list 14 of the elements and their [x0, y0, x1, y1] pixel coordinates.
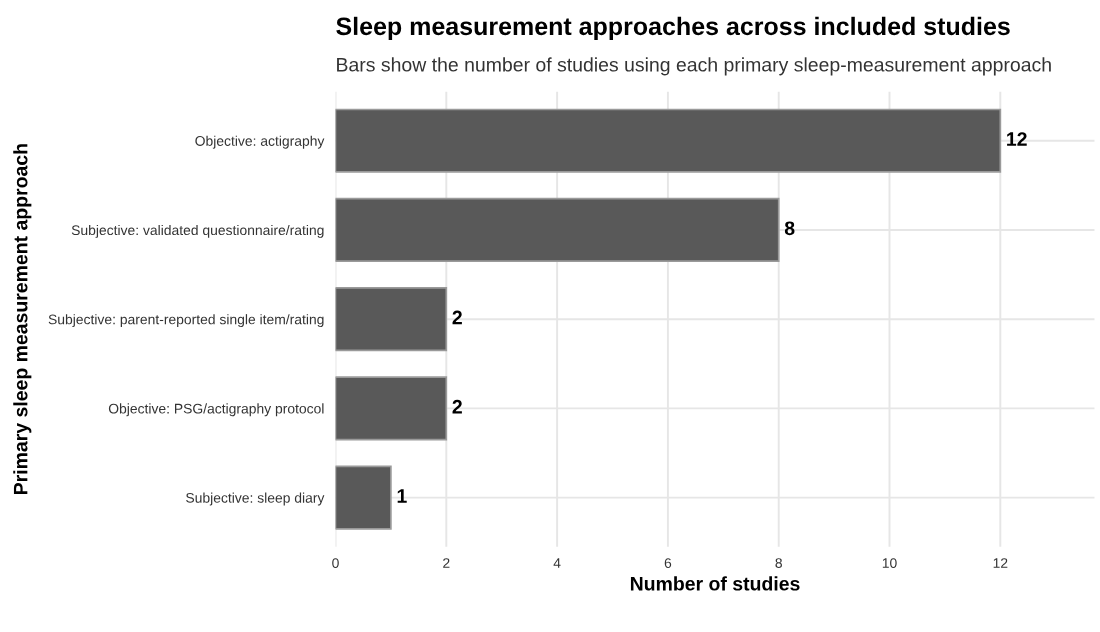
data-label: 2: [452, 399, 462, 414]
bar: [335, 376, 448, 441]
x-axis-title: Number of studies: [630, 576, 800, 591]
bar: [335, 197, 780, 262]
data-label: 8: [784, 221, 795, 236]
bar: [335, 287, 448, 352]
chart-subtitle: Bars show the number of studies using each primary sleep-measurement approach: [337, 57, 1051, 76]
data-label: 12: [1007, 132, 1027, 146]
bar: [335, 108, 1002, 173]
data-label: 2: [452, 310, 462, 325]
y-axis-title: Primary sleep measurement approach: [13, 144, 32, 495]
bar: [335, 465, 392, 530]
data-label: 1: [397, 489, 407, 503]
chart-title: Sleep measurement approaches across included studies: [336, 16, 1010, 41]
